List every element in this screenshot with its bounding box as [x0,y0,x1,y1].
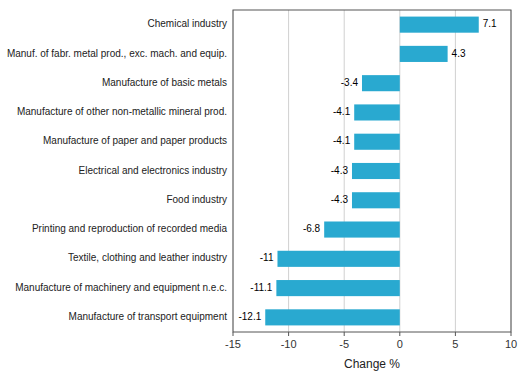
category-label: Manufacture of machinery and equipment n… [15,282,227,293]
category-label: Manufacture of paper and paper products [43,135,227,146]
bar [324,221,400,237]
tick-label: -10 [281,338,297,350]
bar [400,17,479,33]
tick-mark [399,332,400,336]
tick-label: 5 [452,338,458,350]
bar [362,75,400,91]
grid [233,10,511,332]
tick-label: -15 [225,338,241,350]
data-label: -6.8 [303,223,321,234]
tick-label: -5 [339,338,349,350]
tick-mark [511,332,512,336]
category-label: Electrical and electronics industry [79,165,227,176]
bar [400,46,448,62]
category-label: Manufacture of transport equipment [69,311,228,322]
tick-mark [233,332,234,336]
data-label: -11 [260,252,274,263]
tick-label: 0 [397,338,403,350]
data-label: -4.3 [331,165,349,176]
x-axis-title: Change % [344,357,400,371]
category-label: Chemical industry [148,18,227,29]
category-label: Food industry [166,194,227,205]
tick-label: 10 [505,338,517,350]
bar [276,280,399,296]
bar [352,192,400,208]
chart: Manufacture of transport equipment Manufa… [0,0,529,378]
data-label: -4.3 [331,194,349,205]
bar [277,251,399,267]
bar [354,134,400,150]
data-label: 7.1 [483,18,497,29]
plot-frame [233,10,511,332]
bar [352,163,400,179]
tick-mark [455,332,456,336]
data-label: -11.1 [250,282,272,293]
data-label: -3.4 [341,77,359,88]
data-label: -4.1 [333,106,351,117]
bar [265,309,400,325]
data-label: 4.3 [452,48,466,59]
category-label: Manuf. of fabr. metal prod., exc. mach. … [7,48,227,59]
tick-mark [288,332,289,336]
x-axis: -15 -10 -5 0 5 10 [225,332,517,350]
category-labels: Manufacture of transport equipment Manufa… [7,18,228,322]
data-label: -12.1 [238,311,261,322]
data-label: -4.1 [333,135,351,146]
category-label: Textile, clothing and leather industry [68,252,227,263]
data-labels: -12.1 -11.1 -11 -6.8 -4.3 -4.3 -4.1 -4.1 -3.4 4.3… [238,18,497,322]
category-label: Manufacture of basic metals [102,77,227,88]
tick-mark [344,332,345,336]
bars [265,17,479,326]
bar [354,104,400,120]
category-label: Manufacture of other non-metallic minera… [17,106,227,117]
category-label: Printing and reproduction of recorded me… [32,223,228,234]
